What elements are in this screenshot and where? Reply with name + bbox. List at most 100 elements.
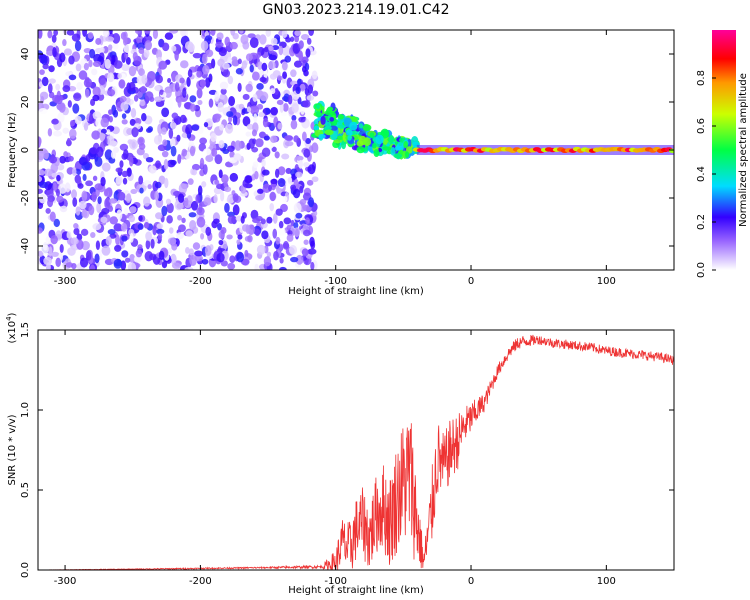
spectrogram-noise-cell [174,49,179,61]
spectrogram-noise-cell [183,102,192,110]
spectrogram-noise-cell [45,50,54,56]
spectrogram-noise-cell [71,33,81,42]
spectrogram-noise-cell [281,61,288,71]
snr-x-tick-label: 0 [468,576,474,587]
spectrogram-noise-cell [68,155,74,162]
spectrogram-noise-cell [268,54,278,61]
spectrogram-noise-cell [101,162,111,172]
spectrogram-noise-cell [189,103,196,112]
spectrogram-noise-cell [282,71,288,80]
spectrogram-onset-cell [315,104,320,110]
spectrogram-noise-cell [38,136,42,148]
spectrogram-noise-cell [208,73,213,83]
spectrogram-noise-cell [256,51,262,58]
spectrogram-noise-cell [110,150,117,159]
spectrogram-noise-cell [215,41,224,48]
spectrogram-noise-cell [68,74,77,81]
spectrogram-noise-cell [157,232,163,241]
spectrogram-noise-cell [150,238,155,249]
spectrogram-noise-cell [92,86,101,97]
spectrogram-noise-cell [290,36,295,42]
spectrogram-noise-cell [295,212,303,219]
spectrogram-noise-cell [307,164,316,175]
spectrogram-noise-cell [227,75,234,85]
spectrogram-noise-cell [259,76,267,83]
spectrogram-noise-cell [272,213,278,224]
spectrogram-onset-cell [358,123,364,129]
snr-y-label: SNR (10 * v/v) [7,414,18,485]
spectrogram-noise-cell [281,153,290,160]
spectrogram-onset-cell [324,125,332,131]
spectrogram-noise-cell [119,143,129,151]
spectrogram-noise-cell [82,30,88,37]
spectrogram-noise-cell [278,45,284,56]
spectrogram-noise-cell [283,175,293,186]
colorbar-gradient [712,30,736,270]
spectrogram-noise-cell [217,223,222,231]
spectrogram-noise-cell [47,127,53,137]
spectrogram-noise-cell [277,166,286,176]
spectrogram-noise-cell [195,194,200,204]
spectrogram-noise-cell [170,159,177,166]
spectrogram-noise-cell [191,200,199,211]
spectrogram-noise-cell [227,262,236,270]
spectrogram-noise-cell [125,56,131,65]
spectrogram-noise-cell [133,255,142,263]
spectrogram-noise-cell [47,83,53,94]
spectrogram-noise-cell [218,169,223,179]
spectrogram-noise-cell [268,184,273,192]
snr-y-scale-exp: 4 [5,316,13,321]
spectrogram-noise-cell [39,181,48,189]
spectrogram-noise-cell [306,95,315,101]
spectrogram-noise-cell [181,217,186,224]
spectrogram-noise-cell [234,140,242,151]
spectrogram-noise-cell [105,129,111,135]
spectrogram-noise-cell [127,139,133,145]
spectrogram-noise-cell [261,230,269,240]
spectrogram-noise-cell [148,165,157,174]
spectrogram-x-axis: -300 -200 -100 0 100 [54,30,616,287]
snr-y-tick-label: 0.5 [20,482,31,498]
spectrogram-noise-cell [48,246,53,257]
spectrogram-noise-cell [263,69,268,79]
spectrogram-noise-cell [164,177,169,189]
spectrogram-noise-cell [288,245,298,255]
spectrogram-noise-cell [125,97,131,104]
spectrogram-noise-cell [279,102,284,113]
spectrogram-y-tick-label: 20 [20,96,31,109]
spectrogram-noise-cell [299,83,306,92]
spectrogram-noise-cell [237,58,242,65]
spectrogram-onset-cell [349,121,358,131]
spectrogram-noise-cell [59,205,68,213]
spectrogram-noise-cell [249,37,259,49]
spectrogram-noise-cell [298,50,304,61]
spectrogram-noise-cell [141,74,148,85]
spectrogram-noise-cell [258,112,265,118]
spectrogram-noise-cell [55,188,61,197]
spectrogram-noise-cell [107,88,116,97]
spectrogram-noise-cell [56,174,61,182]
spectrogram-noise-cell [169,137,176,148]
spectrogram-noise-cell [117,191,126,201]
spectrogram-noise-cell [167,247,172,254]
spectrogram-noise-cell [75,206,81,216]
spectrogram-noise-cell [52,47,57,58]
spectrogram-noise-cell [156,223,164,229]
spectrogram-noise-cell [290,184,297,191]
spectrogram-noise-cell [219,81,229,90]
spectrogram-noise-cell [107,72,115,83]
spectrogram-noise-cell [113,60,123,69]
spectrogram-noise-cell [52,182,57,191]
spectrogram-noise-cell [68,55,75,65]
snr-x-label: Height of straight line (km) [288,585,424,596]
spectrogram-noise-cell [72,166,77,176]
spectrogram-noise-cell [168,128,174,139]
spectrogram-noise-cell [180,30,187,37]
spectrogram-noise-cell [224,36,230,47]
spectrogram-noise-cell [237,234,243,240]
spectrogram-noise-cell [232,204,240,216]
spectrogram-onset-cell [388,134,395,145]
spectrogram-noise-cell [196,70,203,78]
spectrogram-noise-cell [219,124,225,131]
spectrogram-noise-cell [73,227,80,236]
